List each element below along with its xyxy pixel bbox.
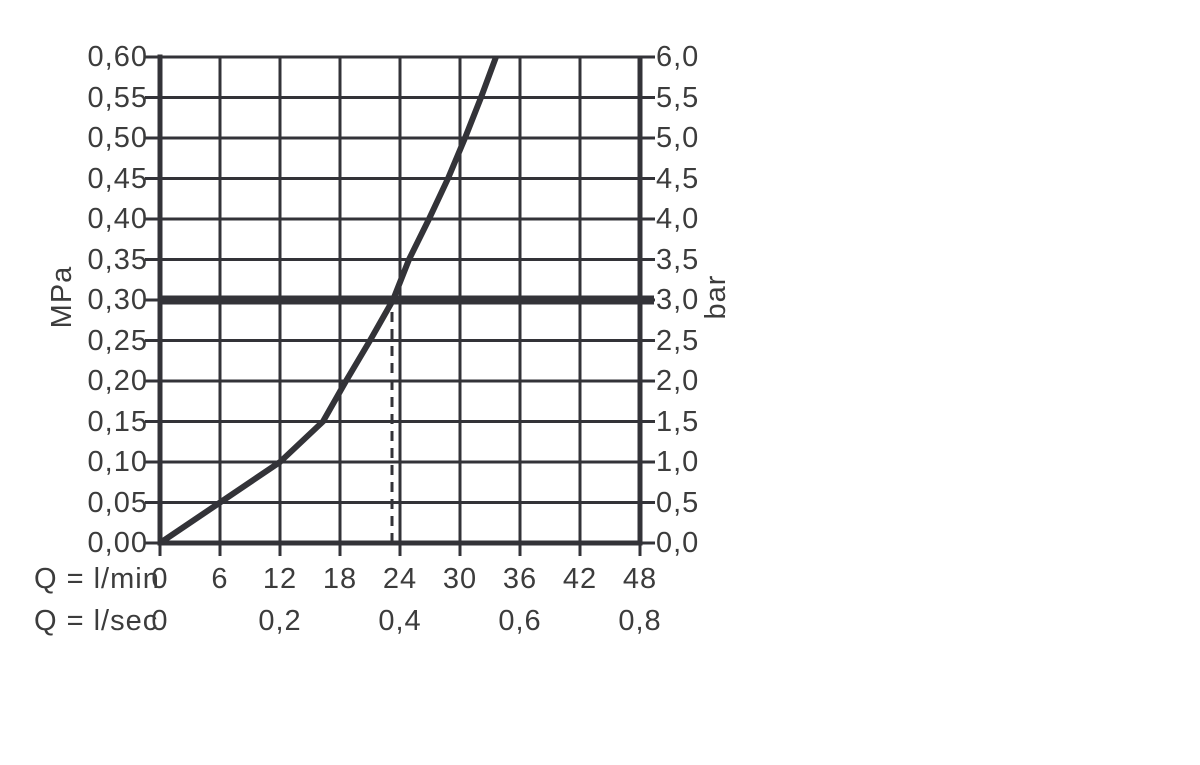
y-right-tick-label: 2,0	[656, 365, 700, 397]
x-lmin-tick-label: 30	[442, 563, 478, 595]
y-left-tick-label: 0,25	[87, 324, 148, 357]
y-right-tick-label: 0,5	[656, 486, 700, 519]
x-axis-lmin-unit-label: Q = l/min	[34, 563, 160, 595]
x-lmin-tick-label: 36	[502, 563, 538, 595]
y-right-tick-label: 3,0	[656, 284, 700, 316]
y-right-tick-label: 6,0	[656, 41, 700, 73]
x-lmin-tick-label: 6	[211, 563, 229, 595]
y-left-tick-label: 0,35	[87, 243, 148, 276]
y-left-tick-label: 0,60	[87, 41, 148, 73]
y-left-tick-label: 0,45	[87, 162, 148, 195]
y-left-tick-label: 0,55	[87, 81, 148, 114]
x-lmin-tick-label: 18	[322, 563, 358, 595]
x-lsec-tick-label: 0,6	[498, 605, 542, 637]
x-lsec-tick-label: 0,8	[618, 605, 662, 637]
x-lsec-tick-label: 0,2	[258, 605, 302, 637]
y-left-tick-label: 0,30	[87, 284, 148, 316]
x-lsec-tick-label: 0,4	[378, 605, 422, 637]
y-right-tick-label: 0,0	[656, 527, 700, 559]
x-lmin-tick-label: 48	[622, 563, 658, 595]
y-left-tick-label: 0,10	[87, 446, 148, 478]
y-right-tick-label: 4,0	[656, 203, 700, 235]
y-left-tick-label: 0,50	[87, 122, 148, 154]
x-lmin-tick-label: 42	[562, 563, 598, 595]
y-left-tick-label: 0,00	[87, 527, 148, 559]
x-lsec-tick-label: 0	[151, 605, 169, 637]
y-right-tick-label: 5,0	[656, 122, 700, 154]
y-left-tick-label: 0,40	[87, 203, 148, 235]
y-right-tick-label: 5,5	[656, 81, 700, 114]
y-left-tick-label: 0,05	[87, 486, 148, 519]
y-right-tick-label: 1,5	[656, 405, 700, 438]
y-right-tick-label: 2,5	[656, 324, 700, 357]
y-right-tick-label: 3,5	[656, 243, 700, 276]
y-left-tick-label: 0,20	[87, 365, 148, 397]
x-axis-lsec-unit-label: Q = l/sec	[34, 605, 159, 637]
y-right-tick-label: 1,0	[656, 446, 700, 478]
x-lmin-tick-label: 0	[151, 563, 169, 595]
x-lmin-tick-label: 24	[382, 563, 418, 595]
y-left-tick-label: 0,15	[87, 405, 148, 438]
x-lmin-tick-label: 12	[262, 563, 298, 595]
y-right-tick-label: 4,5	[656, 162, 700, 195]
